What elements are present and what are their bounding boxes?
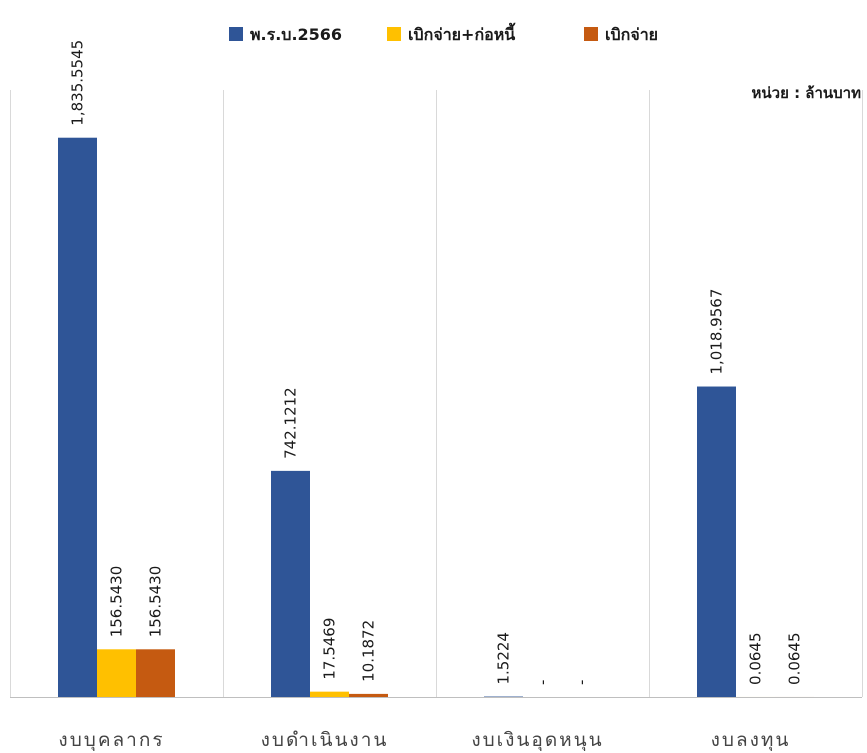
bars [58, 137, 814, 697]
data-label-2-2: 17.5469 [321, 618, 339, 680]
bar-1-1 [58, 137, 97, 697]
category-label-4: งบลงทุน [711, 729, 791, 752]
category-separators [10, 90, 863, 697]
bar-3-1 [136, 649, 175, 697]
category-label-1: งบบุคลากร [58, 729, 164, 752]
data-label-3-4: 0.0645 [786, 632, 804, 685]
category-label-3: งบเงินอุดหนุน [471, 729, 603, 752]
data-label-1-1: 1,835.5545 [69, 40, 87, 126]
bar-1-4 [697, 386, 736, 697]
data-label-2-1: 156.5430 [108, 566, 126, 638]
legend-label-1: พ.ร.บ.2566 [250, 25, 342, 44]
data-label-2-3: - [534, 680, 552, 685]
legend-swatch-1 [229, 27, 243, 41]
bar-3-2 [349, 693, 388, 697]
data-labels: 1,835.5545 156.5430 156.5430 742.1212 17.546… [69, 40, 804, 685]
legend-label-2: เบิกจ่าย+ก่อหนี้ [408, 22, 516, 44]
legend-swatch-3 [584, 27, 598, 41]
unit-label: หน่วย : ล้านบาท [752, 84, 862, 102]
data-label-2-4: 0.0645 [747, 632, 765, 685]
category-labels: งบบุคลากร งบดำเนินงาน งบเงินอุดหนุน งบลงทุน [58, 729, 791, 752]
data-label-1-3: 1.5224 [495, 632, 513, 685]
bar-2-2 [310, 691, 349, 697]
data-label-1-4: 1,018.9567 [708, 289, 726, 375]
category-label-2: งบดำเนินงาน [261, 729, 389, 751]
legend-swatch-2 [387, 27, 401, 41]
data-label-1-2: 742.1212 [282, 387, 300, 459]
bar-1-2 [271, 470, 310, 697]
data-label-3-1: 156.5430 [147, 566, 165, 638]
data-label-3-3: - [573, 680, 591, 685]
legend: พ.ร.บ.2566 เบิกจ่าย+ก่อหนี้ เบิกจ่าย [229, 22, 658, 44]
data-label-3-2: 10.1872 [360, 620, 378, 682]
bar-2-1 [97, 649, 136, 697]
legend-label-3: เบิกจ่าย [605, 25, 658, 44]
